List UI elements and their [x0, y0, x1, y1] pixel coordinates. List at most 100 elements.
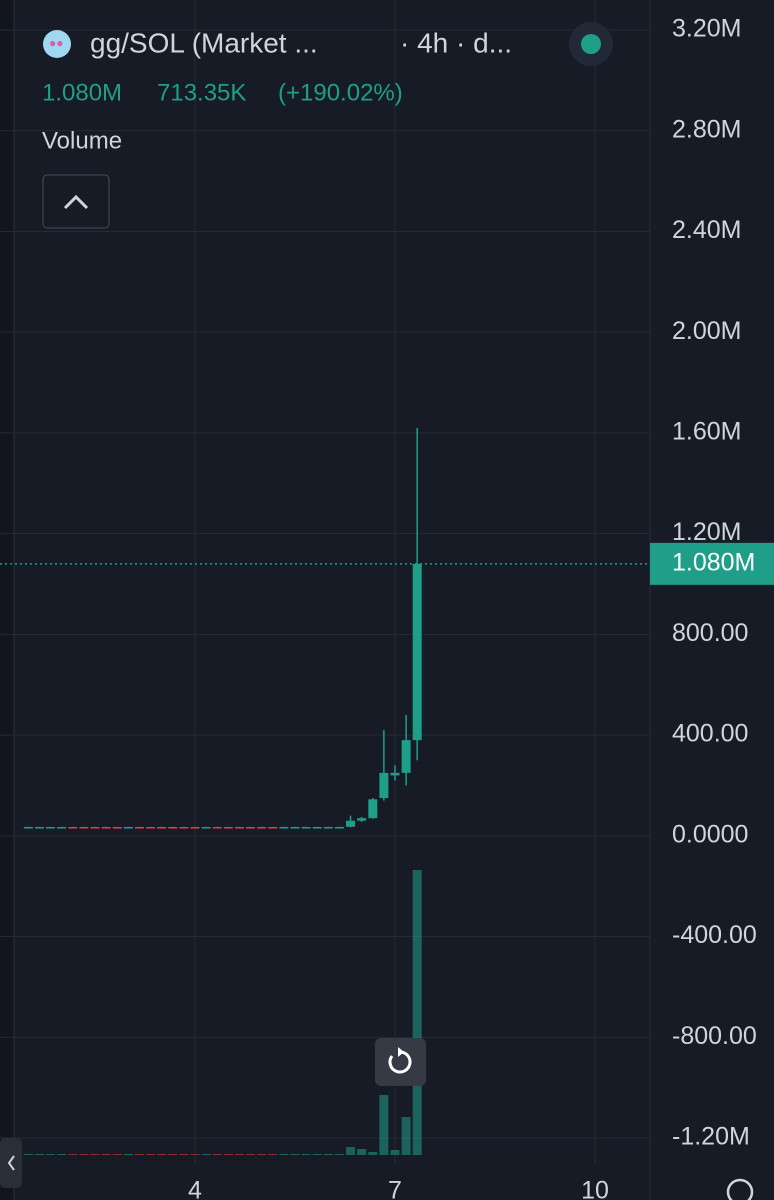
- volume-bar: [412, 870, 422, 1155]
- candle-body: [268, 827, 278, 829]
- x-tick-label: 10: [581, 1177, 609, 1200]
- last-price-label: 1.080M: [672, 548, 755, 576]
- volume-bar: [223, 1154, 233, 1155]
- volume-bar: [146, 1154, 156, 1155]
- candle-body: [179, 827, 189, 829]
- y-tick-label: 800.00: [672, 619, 748, 647]
- volume-bar: [134, 1154, 144, 1155]
- volume-bar: [401, 1117, 411, 1155]
- change: 713.35K: [157, 79, 246, 106]
- candle-body: [401, 740, 411, 773]
- volume-bar: [79, 1154, 89, 1155]
- volume-bar: [368, 1152, 378, 1155]
- candle-body: [346, 820, 356, 827]
- candle-body: [257, 827, 267, 829]
- left-strip: [0, 0, 14, 1200]
- collapse-button[interactable]: [42, 174, 110, 229]
- reset-icon: [388, 1050, 412, 1074]
- volume-bar: [46, 1154, 56, 1155]
- candle-body: [46, 827, 56, 829]
- candle-body: [168, 827, 178, 829]
- candle-body: [190, 827, 200, 829]
- volume-bar: [379, 1095, 389, 1155]
- y-tick-label: 0.0000: [672, 820, 748, 848]
- y-tick-label: 1.20M: [672, 518, 741, 546]
- candle-body: [123, 827, 133, 829]
- volume-bar: [312, 1154, 322, 1155]
- change-pct: (+190.02%): [278, 79, 403, 106]
- volume-bar: [23, 1154, 33, 1155]
- candle-body: [279, 827, 289, 829]
- volume-bar: [201, 1154, 211, 1155]
- candle-body: [379, 772, 389, 799]
- candle-body: [357, 818, 367, 821]
- volume-bar: [323, 1154, 333, 1155]
- volume-bar: [179, 1154, 189, 1155]
- candle-body: [90, 827, 100, 829]
- controls: [0, 1038, 754, 1200]
- candle-body: [234, 827, 244, 829]
- volume-bar: [212, 1154, 222, 1155]
- y-tick-label: 1.60M: [672, 418, 741, 446]
- candle-body: [134, 827, 144, 829]
- volume-bar: [101, 1154, 111, 1155]
- interval: · 4h · d...: [400, 27, 512, 58]
- side-tab[interactable]: [0, 1138, 22, 1188]
- candle-body: [201, 827, 211, 829]
- candle-body: [412, 563, 422, 741]
- y-tick-label: 400.00: [672, 720, 748, 748]
- candle-body: [223, 827, 233, 829]
- candle-body: [301, 827, 311, 829]
- candle-body: [23, 827, 33, 829]
- volume-bar: [301, 1154, 311, 1155]
- symbol-icon: [43, 30, 71, 58]
- volume-bar: [90, 1154, 100, 1155]
- candle-body: [101, 827, 111, 829]
- volume-bar: [168, 1154, 178, 1155]
- candle-body: [334, 827, 344, 829]
- y-tick-label: -400.00: [672, 921, 757, 949]
- volume-bar: [257, 1154, 267, 1155]
- y-tick-label: -800.00: [672, 1022, 757, 1050]
- x-tick-label: 4: [188, 1177, 202, 1200]
- volume-bar: [57, 1154, 67, 1155]
- header: ●● gg/SOL (Market ... · 4h · d... 1.080M…: [42, 22, 613, 229]
- candle-body: [146, 827, 156, 829]
- candle-body: [79, 827, 89, 829]
- y-tick-label: 3.20M: [672, 15, 741, 43]
- volume-bar: [190, 1154, 200, 1155]
- candle-body: [312, 827, 322, 829]
- side-tab-arrow: [7, 1155, 15, 1171]
- candle-body: [34, 827, 44, 829]
- candle-body: [68, 827, 78, 829]
- volume-bar: [346, 1147, 356, 1155]
- volume-bar: [357, 1149, 367, 1155]
- price: 1.080M: [42, 79, 122, 106]
- candle-body: [157, 827, 167, 829]
- volume-bar: [290, 1154, 300, 1155]
- reset-arrow: [398, 1047, 404, 1057]
- icon-eye: ●●: [49, 36, 64, 50]
- reset-button[interactable]: [375, 1038, 426, 1086]
- volume-bar: [390, 1150, 400, 1155]
- volume-bar: [279, 1154, 289, 1155]
- candle-body: [390, 772, 400, 776]
- volume-bar: [157, 1154, 167, 1155]
- candle-body: [246, 827, 256, 829]
- indicator: Volume: [42, 127, 122, 154]
- volume-bar: [334, 1154, 344, 1155]
- y-tick-label: -1.20M: [672, 1123, 750, 1151]
- chevron-up: [63, 194, 89, 210]
- status-dot: [581, 34, 601, 54]
- candle-body: [323, 827, 333, 829]
- candle-body: [212, 827, 222, 829]
- settings-icon[interactable]: [726, 1178, 754, 1200]
- last-price-box: [650, 542, 774, 585]
- x-tick-label: 7: [388, 1177, 402, 1200]
- volume-bar: [68, 1154, 78, 1155]
- volume-bar: [34, 1154, 44, 1155]
- volume-bar: [268, 1154, 278, 1155]
